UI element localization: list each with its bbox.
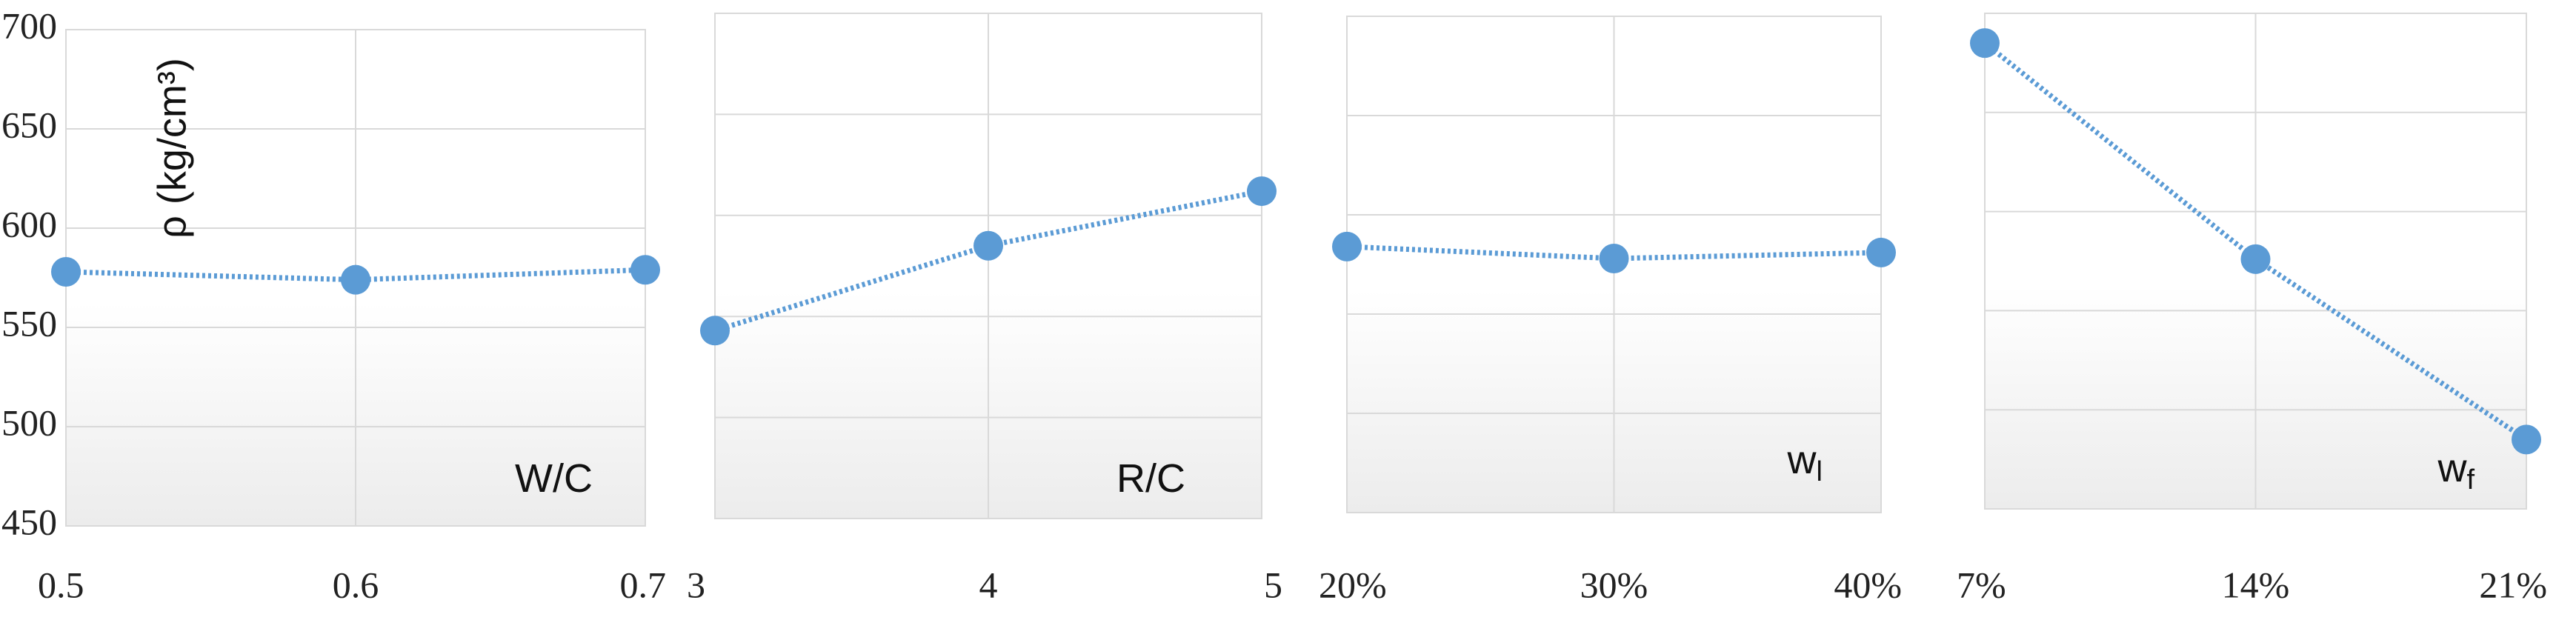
- marker: [1247, 176, 1277, 207]
- marker: [630, 255, 660, 285]
- marker: [974, 230, 1003, 261]
- line: [65, 267, 646, 283]
- marker: [1332, 231, 1362, 261]
- y-tick-label: 1550: [0, 302, 57, 344]
- x-tick-label: 3: [687, 564, 705, 605]
- panel-label: wl: [1787, 438, 1823, 487]
- panel-label: R/C: [1116, 456, 1185, 501]
- marker: [1970, 28, 2000, 59]
- marker: [51, 256, 81, 287]
- marker: [1866, 237, 1896, 267]
- x-tick-label: 5: [1264, 564, 1282, 605]
- x-tick-label: 0.6: [333, 564, 379, 605]
- x-tick-label: 20%: [1319, 564, 1387, 605]
- panel-label: wf: [2437, 446, 2475, 496]
- panel-label-main: W/C: [515, 456, 593, 501]
- y-tick-label: 1650: [0, 104, 57, 145]
- x-tick-label: 30%: [1580, 564, 1648, 605]
- marker: [2512, 424, 2541, 455]
- marker: [2240, 244, 2271, 274]
- panel-label-main: w: [1787, 438, 1817, 482]
- y-tick-label: 1600: [0, 203, 57, 244]
- x-tick-label: 40%: [1834, 564, 1902, 605]
- panel-label-main: R/C: [1116, 456, 1185, 501]
- marker: [700, 316, 730, 346]
- panel-label-sub: l: [1817, 456, 1823, 487]
- x-tick-label: 7%: [1957, 564, 2006, 605]
- x-tick-label: 14%: [2222, 564, 2290, 605]
- x-tick-label: 0.5: [38, 564, 84, 605]
- x-tick-label: 0.7: [620, 564, 667, 605]
- x-tick-label: 4: [979, 564, 998, 605]
- x-tick-label: 21%: [2479, 564, 2547, 605]
- y-tick-label: 1450: [0, 501, 57, 542]
- marker: [341, 264, 370, 295]
- y-tick-label: 1500: [0, 401, 57, 443]
- marker: [1599, 243, 1629, 273]
- panel-label-sub: f: [2466, 464, 2475, 496]
- y-axis-label: ρ (kg/cm³): [150, 58, 194, 239]
- panel-label: W/C: [515, 456, 593, 501]
- panel-label-main: w: [2437, 446, 2467, 490]
- y-tick-label: 1700: [0, 4, 57, 46]
